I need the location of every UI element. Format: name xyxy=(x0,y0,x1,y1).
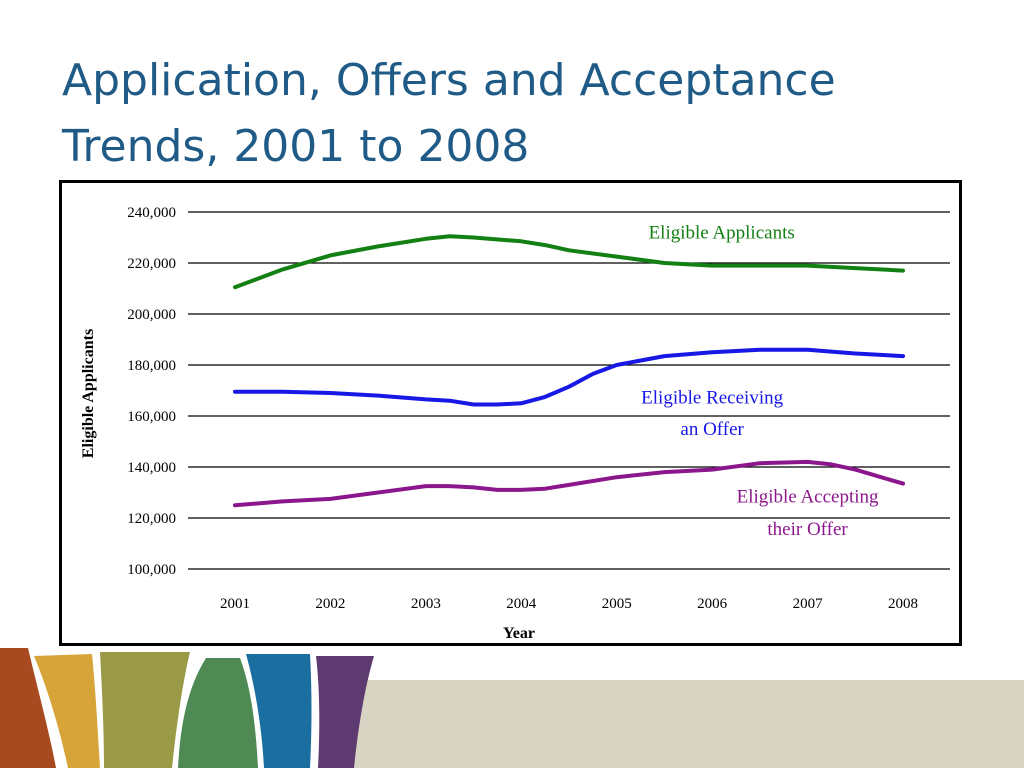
x-axis-title: Year xyxy=(503,625,535,642)
x-tick-label: 2007 xyxy=(793,596,824,612)
y-tick-label: 220,000 xyxy=(127,256,176,272)
y-tick-label: 180,000 xyxy=(127,358,176,374)
series-line-applicants xyxy=(233,234,905,290)
y-tick-label: 240,000 xyxy=(127,205,176,221)
slide-title-line-2: Trends, 2001 to 2008 xyxy=(62,121,530,172)
slide-title: Application, Offers and Acceptance Trend… xyxy=(62,48,962,180)
series-label-accepting-offer-line-2: their Offer xyxy=(767,519,848,540)
x-tick-label: 2005 xyxy=(602,596,632,612)
olive-band xyxy=(100,652,190,768)
series-label-receiving-offer-line-1: Eligible Receiving xyxy=(641,387,783,408)
x-tick-label: 2001 xyxy=(220,596,250,612)
orange-band xyxy=(0,648,56,768)
x-tick-label: 2003 xyxy=(411,596,441,612)
series-line-accepting-offer xyxy=(233,459,905,508)
purple-band xyxy=(316,656,374,768)
series-label-accepting-offer-line-1: Eligible Accepting xyxy=(737,487,879,508)
x-tick-label: 2008 xyxy=(888,596,918,612)
series-label-applicants-line-1: Eligible Applicants xyxy=(649,223,795,244)
gold-band xyxy=(34,654,100,768)
y-tick-label: 200,000 xyxy=(127,307,176,323)
y-tick-label: 120,000 xyxy=(127,511,176,527)
y-tick-label: 160,000 xyxy=(127,409,176,425)
blue-band xyxy=(246,654,312,768)
x-tick-label: 2006 xyxy=(697,596,728,612)
y-axis-title: Eligible Applicants xyxy=(80,329,97,458)
green-band xyxy=(178,658,258,768)
y-tick-label: 140,000 xyxy=(127,460,176,476)
x-tick-label: 2004 xyxy=(506,596,537,612)
series-label-receiving-offer-line-2: an Offer xyxy=(680,419,744,440)
line-chart: 100,000 120,000 140,000 160,000 180,000 200,0… xyxy=(80,205,950,642)
slide-title-line-1: Application, Offers and Acceptance xyxy=(62,55,836,106)
series-line-receiving-offer xyxy=(233,347,905,407)
beige-band xyxy=(350,680,1024,768)
x-tick-label: 2002 xyxy=(315,596,345,612)
chart-frame: 100,000 120,000 140,000 160,000 180,000 200,0… xyxy=(59,180,962,646)
y-tick-label: 100,000 xyxy=(127,562,176,578)
decorative-color-bands xyxy=(0,648,1024,768)
